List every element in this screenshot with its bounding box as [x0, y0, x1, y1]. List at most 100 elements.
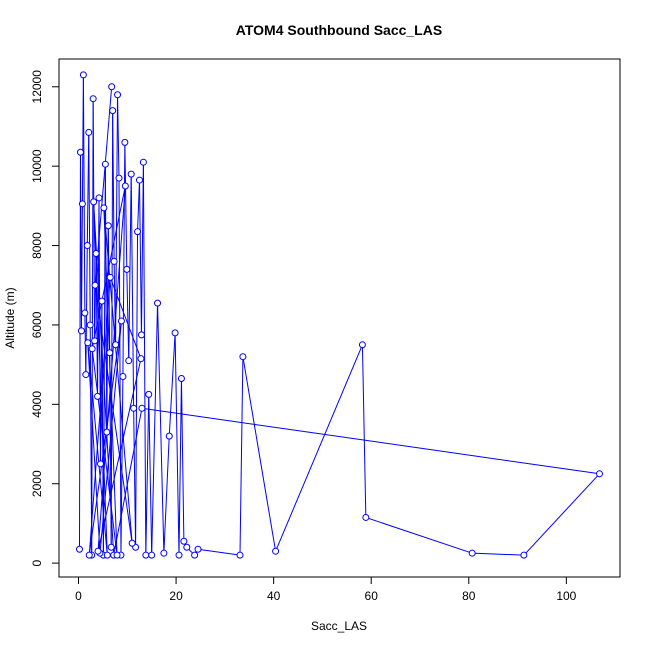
data-point: [81, 309, 89, 317]
y-tick-label: 2000: [30, 470, 44, 497]
data-point: [83, 242, 91, 250]
data-point: [103, 428, 111, 436]
series-segment: [82, 74, 86, 314]
series-segment: [99, 320, 122, 554]
data-point: [137, 355, 145, 363]
data-point: [106, 349, 114, 357]
series-segment: [174, 332, 180, 556]
data-point: [75, 545, 83, 553]
series-segment: [180, 378, 185, 542]
data-point: [91, 281, 99, 289]
data-point: [114, 91, 122, 99]
data-point: [154, 299, 162, 307]
data-point: [123, 265, 131, 273]
data-point: [112, 341, 120, 349]
series-segment: [88, 132, 91, 325]
data-point: [76, 148, 84, 156]
x-tick-label: 40: [267, 589, 281, 603]
y-axis-label: Altitude (m): [3, 287, 17, 348]
data-point: [165, 432, 173, 440]
x-tick-label: 0: [75, 589, 82, 603]
data-point: [117, 317, 125, 325]
data-point: [110, 257, 118, 265]
series-segment: [109, 277, 142, 359]
series-segment: [275, 344, 363, 552]
data-point: [85, 551, 93, 559]
data-point: [86, 321, 94, 329]
series-segment: [103, 207, 133, 544]
series-segment: [112, 110, 115, 262]
series-segment: [138, 180, 142, 335]
data-point: [194, 545, 202, 553]
series-segment: [122, 142, 126, 377]
data-point: [98, 297, 106, 305]
series-segment: [103, 207, 118, 556]
data-point: [101, 160, 109, 168]
data-point: [596, 470, 604, 478]
data-point: [191, 551, 199, 559]
data-point: [96, 460, 104, 468]
chart-title: ATOM4 Southbound Sacc_LAS: [236, 22, 442, 38]
data-point: [160, 549, 168, 557]
data-point: [100, 204, 108, 212]
data-point: [145, 390, 153, 398]
series-segment: [142, 162, 147, 556]
data-point: [119, 373, 127, 381]
data-point: [108, 83, 116, 91]
data-point: [77, 327, 85, 335]
data-point: [239, 353, 247, 361]
series-segment: [145, 394, 150, 556]
data-point: [138, 404, 146, 412]
data-point: [82, 371, 90, 379]
series-segment: [87, 342, 101, 554]
series-segment: [239, 356, 244, 556]
x-tick-label: 100: [556, 589, 576, 603]
series-segment: [163, 436, 170, 554]
series-segment: [130, 174, 135, 409]
series-segment: [361, 344, 367, 518]
series-segment: [472, 552, 524, 556]
series-segment: [523, 473, 600, 556]
data-point: [358, 341, 366, 349]
data-point: [92, 249, 100, 257]
series-segment: [242, 356, 277, 552]
series-segment: [78, 152, 81, 550]
series-segment: [118, 178, 122, 556]
data-point: [79, 71, 87, 79]
data-point: [134, 228, 142, 236]
series-segment: [117, 94, 120, 179]
data-point: [78, 200, 86, 208]
data-point: [148, 551, 156, 559]
x-tick-label: 20: [169, 589, 183, 603]
series-segment: [80, 203, 83, 331]
series-segment: [115, 94, 119, 345]
y-tick-label: 12000: [30, 70, 44, 104]
data-point: [171, 329, 179, 337]
series-segment: [88, 320, 122, 556]
data-point: [106, 273, 114, 281]
series-segment: [120, 376, 124, 556]
data-point: [183, 543, 191, 551]
data-point: [109, 107, 117, 115]
data-series: [75, 71, 604, 559]
series-segment: [148, 394, 153, 556]
data-point: [137, 331, 145, 339]
series-segment: [97, 185, 126, 552]
data-point: [142, 551, 150, 559]
data-point: [175, 551, 183, 559]
series-segment: [365, 516, 473, 554]
data-point: [95, 194, 103, 202]
data-point: [128, 539, 136, 547]
data-point: [468, 549, 476, 557]
data-point: [236, 551, 244, 559]
y-tick-label: 8000: [30, 232, 44, 259]
series-segment: [140, 162, 144, 335]
data-point: [130, 404, 138, 412]
data-point: [139, 158, 147, 166]
series-segment: [88, 277, 111, 556]
data-point: [115, 174, 123, 182]
series-segment: [126, 269, 130, 361]
data-point: [88, 345, 96, 353]
y-tick-label: 0: [30, 559, 44, 566]
